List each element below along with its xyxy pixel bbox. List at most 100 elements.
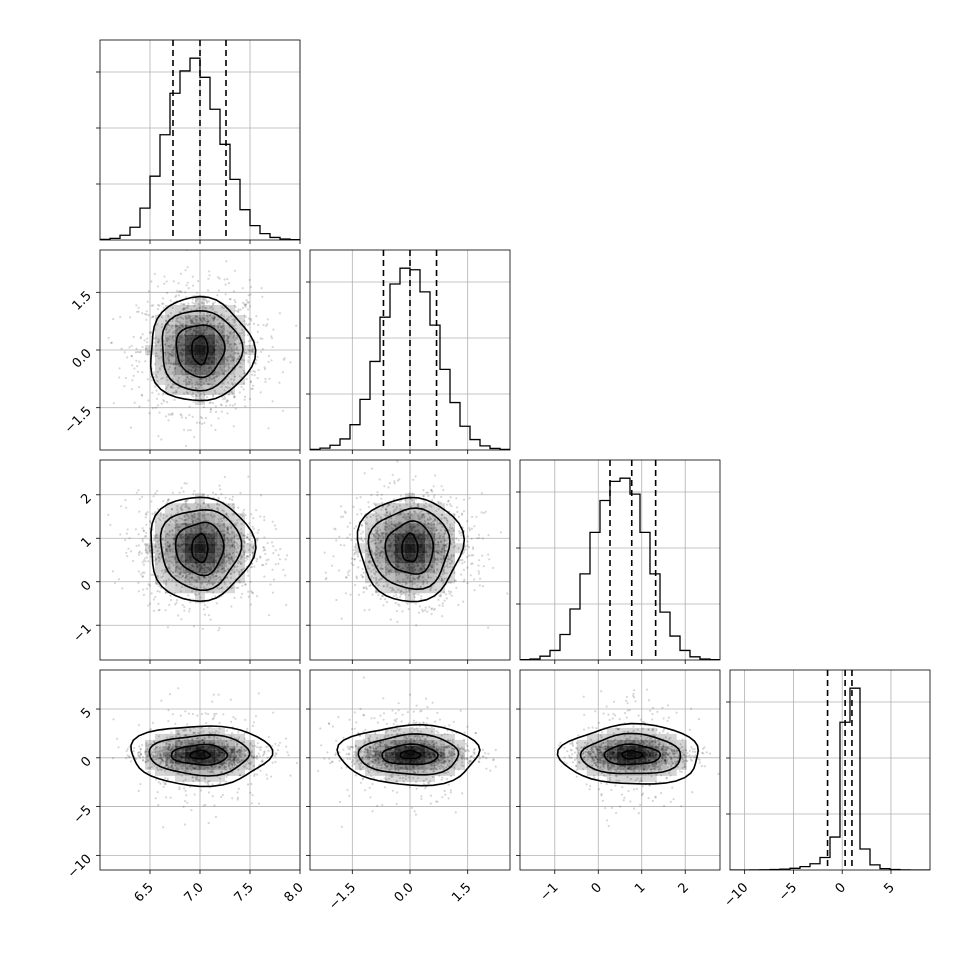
scatter-point [157,341,160,344]
scatter-point [452,555,455,558]
scatter-point [175,574,178,577]
scatter-point [168,563,171,566]
scatter-point [186,518,189,521]
scatter-point [426,610,429,613]
scatter-point [209,313,212,316]
scatter-point [450,555,453,558]
density-block [155,345,165,355]
scatter-point [333,527,336,530]
scatter-point [371,593,374,596]
scatter-point [232,358,235,361]
scatter-point [170,758,173,761]
scatter-point [188,765,191,768]
scatter-point [168,354,171,357]
scatter-point [376,581,379,584]
density-block [375,583,385,594]
scatter-point [179,590,182,593]
scatter-point [285,745,288,748]
scatter-point [226,529,229,532]
scatter-point [174,603,177,606]
scatter-point [222,307,225,310]
scatter-point [260,287,263,290]
density-block [235,553,245,564]
scatter-point [238,754,241,757]
scatter-point [154,545,158,549]
scatter-point [194,318,197,321]
density-block [395,583,405,594]
scatter-point [187,594,190,597]
scatter-point [226,359,229,362]
scatter-point [139,573,143,576]
scatter-point [406,602,409,605]
scatter-point [220,325,223,328]
scatter-point [182,303,185,306]
scatter-point [146,337,149,340]
scatter-point [397,580,400,583]
scatter-point [408,492,411,495]
scatter-point [353,558,356,561]
scatter-point [190,518,193,521]
scatter-point [244,351,248,354]
scatter-point [430,521,433,525]
scatter-point [388,569,392,572]
density-block [405,543,415,554]
scatter-point [215,311,218,314]
scatter-point [181,303,184,306]
scatter-point [393,482,396,485]
scatter-point [155,375,159,379]
scatter-point [176,328,179,331]
scatter-point [162,306,165,309]
scatter-point [175,324,178,327]
scatter-point [356,553,359,556]
scatter-point [385,508,388,511]
scatter-point [210,453,212,455]
scatter-point [421,610,425,613]
scatter-point [202,302,205,305]
scatter-point [181,504,184,507]
scatter-point [402,578,405,581]
scatter-point [389,521,393,524]
scatter-point [195,506,198,509]
scatter-point [227,540,231,543]
scatter-point [210,305,213,308]
scatter-point [225,555,228,558]
scatter-point [146,552,149,556]
scatter-point [377,538,380,541]
scatter-point [411,492,414,495]
scatter-point [171,331,174,334]
scatter-point [233,298,236,302]
scatter-point [375,590,378,593]
scatter-point [159,344,162,347]
scatter-point [334,528,337,531]
scatter-point [226,542,229,545]
scatter-point [209,618,212,621]
scatter-point [195,395,198,398]
scatter-point [168,329,171,332]
scatter-point [220,568,223,571]
scatter-point [382,550,385,554]
scatter-point [397,603,400,606]
scatter-point [169,594,172,597]
density-block [165,385,175,395]
scatter-point [166,498,170,501]
scatter-point [478,572,481,575]
scatter-point [250,350,254,353]
scatter-point [225,740,228,743]
scatter-point [202,608,206,611]
scatter-point [430,527,433,530]
scatter-point [204,320,207,323]
scatter-point [436,520,439,524]
scatter-point [394,508,397,511]
scatter-point [231,544,234,548]
scatter-point [251,350,254,353]
scatter-point [229,581,232,585]
scatter-point [227,531,230,534]
scatter-point [378,478,381,481]
scatter-point [173,373,176,376]
scatter-point [171,383,175,386]
scatter-point [244,322,247,325]
scatter-point [141,575,144,578]
scatter-point [374,553,377,557]
scatter-point [180,565,183,569]
scatter-point [169,520,172,523]
